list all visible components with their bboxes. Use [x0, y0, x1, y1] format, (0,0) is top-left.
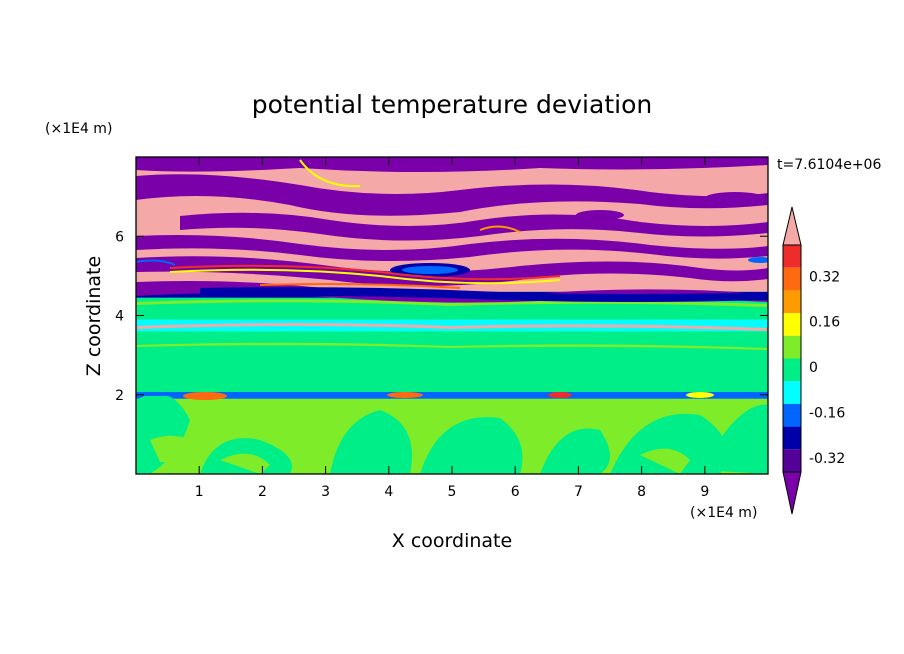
colorbar-frame [782, 244, 802, 473]
x-tick-label: 7 [574, 484, 583, 500]
colorbar-bottom-arrow [782, 471, 802, 515]
x-tick-label: 9 [700, 484, 709, 500]
x-tick-label: 3 [321, 484, 330, 500]
y-axis-label: Z coordinate [83, 256, 105, 376]
colorbar-segment [783, 449, 801, 472]
x-tick-label: 5 [448, 484, 457, 500]
colorbar-segment [783, 267, 801, 291]
y-tick-label: 2 [115, 388, 124, 404]
colorbar-label: 0.32 [809, 269, 840, 285]
blue-band [200, 257, 768, 302]
axis-ticks: 1 2 3 4 5 6 7 8 9 2 4 6 [115, 157, 768, 500]
x-unit-label: (×1E4 m) [690, 505, 757, 521]
warm-fronts [136, 159, 561, 289]
y-tick-label: 4 [115, 309, 124, 325]
colorbar-segment [783, 313, 801, 336]
y-unit-label: (×1E4 m) [45, 121, 112, 137]
colorbar-segment [783, 381, 801, 404]
colorbar-segment [783, 245, 801, 268]
inversion-features [136, 392, 768, 400]
colorbar-label: -0.16 [809, 406, 845, 422]
x-tick-label: 4 [384, 484, 393, 500]
y-tick-label: 6 [115, 229, 124, 245]
upper-layers [136, 157, 768, 303]
colorbar-label: -0.32 [809, 451, 845, 467]
field-band-1 [136, 394, 768, 399]
x-axis-label: X coordinate [392, 530, 512, 552]
x-tick-label: 1 [195, 484, 204, 500]
lower-patches [150, 435, 690, 474]
field-band-3 [136, 319, 768, 332]
x-tick-label: 2 [258, 484, 267, 500]
x-tick-label: 8 [637, 484, 646, 500]
colorbar-top-arrow [782, 206, 802, 246]
colorbar-label: 0 [809, 360, 818, 376]
colorbar-segment [783, 403, 801, 427]
colorbar-segment [783, 290, 801, 314]
plot-area [136, 157, 768, 474]
colorbar-segment [783, 426, 801, 450]
colorbar-segment [783, 335, 801, 359]
colorbar: 0.32 0.16 0 -0.16 -0.32 [782, 206, 845, 515]
time-label: t=7.6104e+06 [777, 157, 881, 173]
x-tick-label: 6 [511, 484, 520, 500]
colorbar-label: 0.16 [809, 315, 840, 331]
colorbar-segment [783, 358, 801, 382]
chart-title: potential temperature deviation [252, 90, 652, 119]
